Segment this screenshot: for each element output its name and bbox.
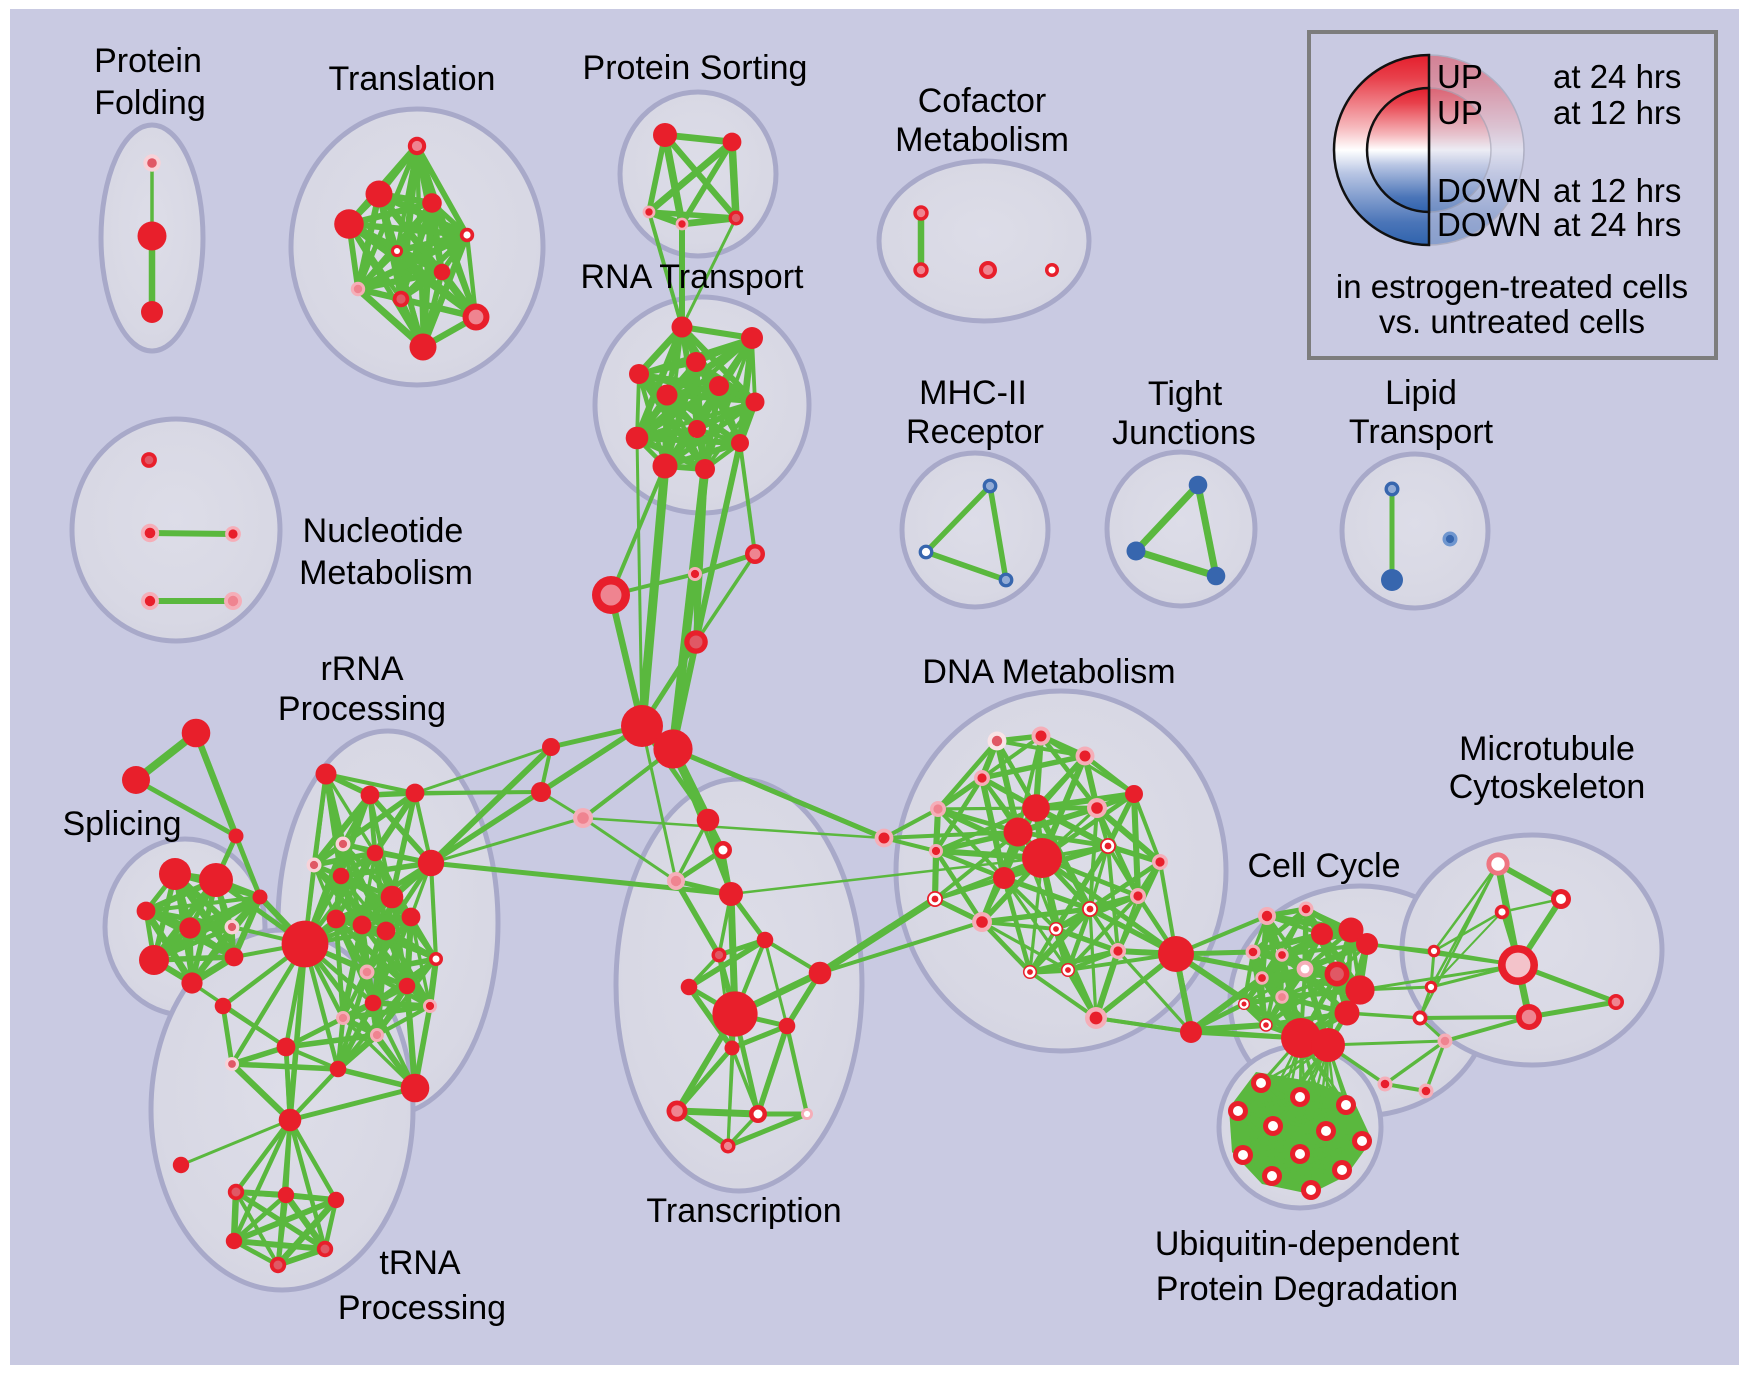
- svg-text:Lipid: Lipid: [1385, 374, 1457, 412]
- svg-text:at 12 hrs: at 12 hrs: [1553, 94, 1681, 131]
- svg-text:Transcription: Transcription: [646, 1192, 841, 1230]
- svg-text:Protein Sorting: Protein Sorting: [583, 49, 808, 87]
- svg-text:RNA Transport: RNA Transport: [581, 258, 805, 296]
- svg-text:DOWN: DOWN: [1437, 206, 1541, 243]
- svg-text:Translation: Translation: [329, 60, 496, 98]
- svg-text:Splicing: Splicing: [62, 805, 181, 843]
- svg-text:tRNA: tRNA: [379, 1244, 461, 1282]
- svg-text:Cell Cycle: Cell Cycle: [1247, 847, 1400, 885]
- svg-text:rRNA: rRNA: [320, 650, 403, 688]
- svg-text:Receptor: Receptor: [906, 413, 1044, 451]
- svg-text:Processing: Processing: [338, 1289, 506, 1327]
- svg-text:Cytoskeleton: Cytoskeleton: [1449, 768, 1646, 806]
- svg-text:at 24 hrs: at 24 hrs: [1553, 58, 1681, 95]
- svg-text:at 12 hrs: at 12 hrs: [1553, 172, 1681, 209]
- svg-text:Protein Degradation: Protein Degradation: [1156, 1270, 1458, 1308]
- svg-text:Tight: Tight: [1148, 375, 1223, 413]
- svg-text:Junctions: Junctions: [1112, 414, 1256, 452]
- svg-text:DOWN: DOWN: [1437, 172, 1541, 209]
- svg-text:Cofactor: Cofactor: [918, 82, 1047, 120]
- svg-text:Metabolism: Metabolism: [895, 121, 1069, 159]
- svg-text:at 24 hrs: at 24 hrs: [1553, 206, 1681, 243]
- svg-text:Nucleotide: Nucleotide: [303, 512, 464, 550]
- svg-text:Transport: Transport: [1349, 413, 1494, 451]
- svg-text:DNA Metabolism: DNA Metabolism: [922, 653, 1175, 691]
- svg-text:Metabolism: Metabolism: [299, 554, 473, 592]
- svg-text:Folding: Folding: [94, 84, 206, 122]
- svg-text:Processing: Processing: [278, 690, 446, 728]
- svg-text:MHC-II: MHC-II: [919, 374, 1027, 412]
- svg-text:UP: UP: [1437, 94, 1483, 131]
- svg-text:Microtubule: Microtubule: [1459, 730, 1635, 768]
- svg-text:in estrogen-treated cells: in estrogen-treated cells: [1336, 268, 1688, 305]
- svg-text:UP: UP: [1437, 58, 1483, 95]
- svg-text:Ubiquitin-dependent: Ubiquitin-dependent: [1155, 1225, 1460, 1263]
- svg-text:Protein: Protein: [94, 42, 202, 80]
- svg-text:vs. untreated cells: vs. untreated cells: [1379, 303, 1645, 340]
